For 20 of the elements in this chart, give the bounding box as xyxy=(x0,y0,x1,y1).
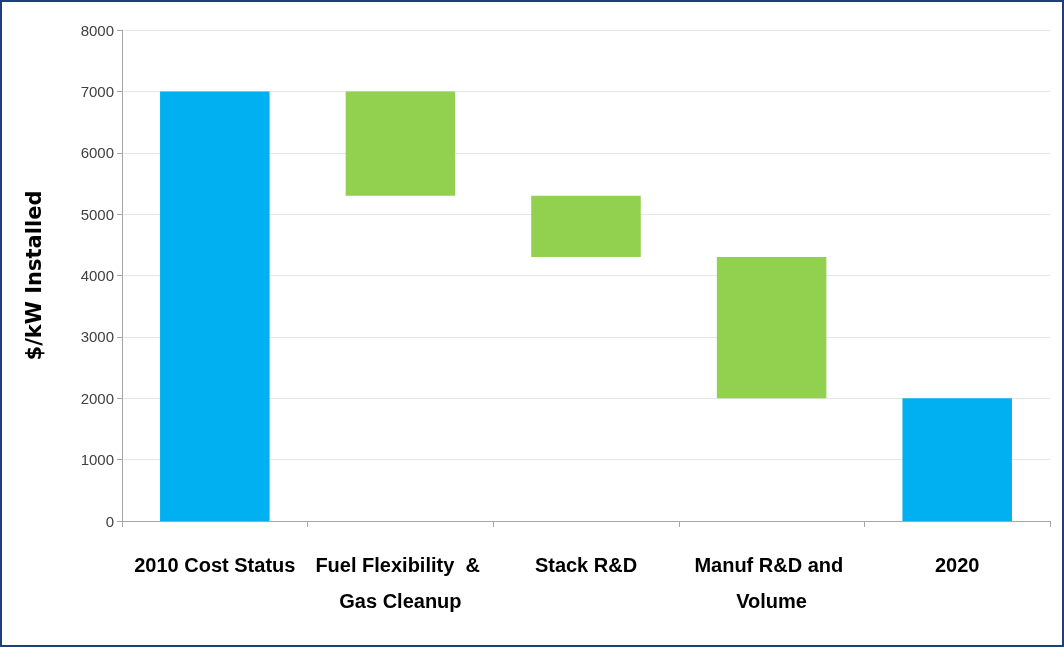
y-tick-label: 8000 xyxy=(80,21,114,39)
x-tick-label: 2010 Cost Status xyxy=(134,554,296,576)
y-tick-label: 4000 xyxy=(80,267,114,284)
y-tick-label: 5000 xyxy=(80,205,114,223)
y-tick-label: 7000 xyxy=(80,82,114,100)
y-tick-label: 0 xyxy=(105,512,114,530)
x-tick-label: 2020 xyxy=(934,554,980,576)
y-tick-label: 1000 xyxy=(80,451,114,469)
x-tick-label: Stack R&D xyxy=(534,554,638,576)
y-tick-label: 2000 xyxy=(80,389,114,407)
y-tick-label: 6000 xyxy=(80,144,114,162)
bar xyxy=(902,398,1012,521)
bar xyxy=(531,195,641,258)
bar xyxy=(160,91,270,521)
x-tick-label: Fuel Flexibility & Gas Cleanup xyxy=(315,554,486,612)
y-tick-label: 3000 xyxy=(80,328,114,346)
x-tick-label: Manuf R&D and Volume xyxy=(694,554,849,612)
y-axis-title: $/kW Installed xyxy=(21,190,46,361)
bar xyxy=(345,91,456,196)
bar xyxy=(716,257,827,399)
